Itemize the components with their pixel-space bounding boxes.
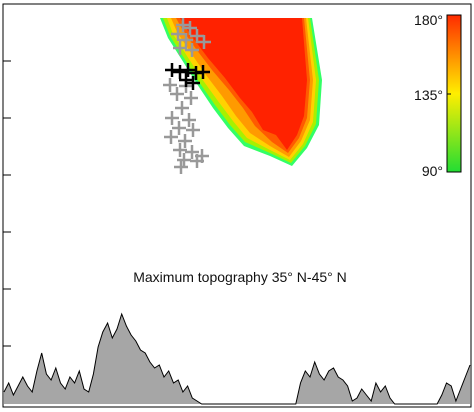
- plus-marker: [171, 27, 185, 41]
- plus-marker: [165, 111, 179, 125]
- plus-marker: [196, 65, 210, 79]
- colorbar-label-mid: 135°: [414, 87, 443, 103]
- plus-marker: [197, 35, 211, 49]
- plus-marker: [183, 21, 197, 35]
- colorbar-label-max: 180°: [414, 12, 443, 28]
- colorbar-label-min: 90°: [422, 163, 443, 179]
- plus-marker: [173, 143, 187, 157]
- plus-marker: [186, 123, 200, 137]
- heat-band: [180, 18, 307, 150]
- plus-marker: [179, 33, 193, 47]
- heat-field: [160, 18, 322, 166]
- y-axis-ticks: [3, 60, 11, 347]
- topography-area: [3, 312, 471, 405]
- plus-marker: [164, 130, 178, 144]
- plus-marker: [190, 29, 204, 43]
- plus-marker: [174, 160, 188, 174]
- marker-set-black: [165, 63, 210, 90]
- plus-marker: [170, 87, 184, 101]
- plus-marker: [195, 149, 209, 163]
- plot-frame: [2, 3, 472, 408]
- plus-marker: [172, 121, 186, 135]
- topography-fill: [4, 314, 470, 404]
- topography-line: [3, 312, 471, 405]
- plus-marker: [163, 78, 177, 92]
- plus-marker: [186, 76, 200, 90]
- plus-marker: [177, 153, 191, 167]
- plus-marker: [185, 145, 199, 159]
- plus-marker: [182, 113, 196, 127]
- plus-marker: [173, 41, 187, 55]
- plus-marker: [181, 63, 195, 77]
- plus-marker: [184, 91, 198, 105]
- marker-set-gray: [163, 18, 211, 174]
- plus-marker: [173, 65, 187, 79]
- plus-marker: [175, 101, 189, 115]
- topography-annotation: Maximum topography 35° N-45° N: [133, 269, 347, 285]
- plus-marker: [165, 63, 179, 77]
- plus-marker: [179, 73, 193, 87]
- plus-marker: [185, 43, 199, 57]
- plus-marker: [176, 18, 190, 32]
- plus-marker: [178, 134, 192, 148]
